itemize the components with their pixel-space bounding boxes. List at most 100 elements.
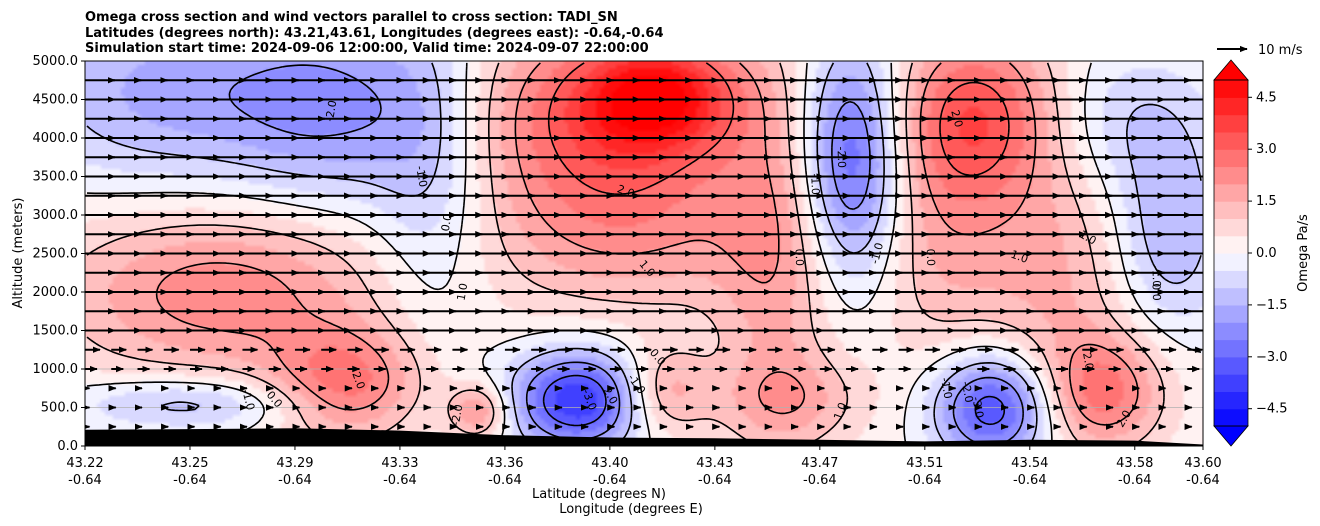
y-tick-label: 1500.0 bbox=[33, 324, 79, 339]
contour-label: 1.0 bbox=[1009, 248, 1030, 266]
y-tick-label: 2000.0 bbox=[33, 285, 79, 300]
x-tick-label-lon: -0.64 bbox=[908, 473, 942, 488]
colorbar-segment bbox=[1214, 408, 1248, 427]
x-tick-label-lat: 43.36 bbox=[486, 456, 523, 471]
contour-label: -1.0 bbox=[413, 165, 430, 188]
colorbar-segment bbox=[1214, 80, 1248, 98]
contour-label: -2.0 bbox=[449, 403, 466, 426]
colorbar-extend-min bbox=[1213, 425, 1249, 447]
contour-line bbox=[547, 62, 1010, 195]
x-tick-label-lat: 43.54 bbox=[1011, 456, 1048, 471]
colorbar-segment bbox=[1214, 97, 1248, 116]
colorbar-tick-label: −4.5 bbox=[1256, 402, 1288, 417]
colorbar-segment bbox=[1214, 131, 1248, 150]
x-tick-label-lat: 43.25 bbox=[171, 456, 208, 471]
colorbar-ticks: −4.5 −3.0 −1.5 0.0 1.5 3.0 4.5 bbox=[1248, 90, 1288, 417]
x-axis-label-longitude: Longitude (degrees E) bbox=[559, 502, 703, 517]
y-axis-label: Altitude (meters) bbox=[11, 198, 26, 309]
wind-vectors bbox=[85, 77, 1203, 430]
contour-label: 1.0 bbox=[455, 282, 471, 301]
colorbar-extend-max bbox=[1213, 59, 1249, 81]
colorbar-tick-label: 4.5 bbox=[1256, 90, 1277, 105]
x-axis-label-latitude: Latitude (degrees N) bbox=[532, 487, 666, 502]
contour-label: -1.0 bbox=[808, 173, 822, 195]
contour-line bbox=[542, 374, 1006, 427]
y-tick-label: 3500.0 bbox=[33, 170, 79, 185]
colorbar-label: Omega Pa/s bbox=[1296, 214, 1311, 292]
contour-label: -1.0 bbox=[239, 388, 257, 412]
contour-label: 0.0 bbox=[1149, 283, 1163, 301]
x-tick-label-lon: -0.64 bbox=[803, 473, 837, 488]
chart-title-line-3: Simulation start time: 2024-09-06 12:00:… bbox=[85, 41, 649, 56]
x-tick-label-lon: -0.64 bbox=[1186, 473, 1220, 488]
contour-label: 2.0 bbox=[615, 182, 636, 200]
colorbar-segment bbox=[1214, 322, 1248, 341]
x-tick-label-lat: 43.58 bbox=[1116, 456, 1153, 471]
plot-area: -2.0-1.00.01.02.01.00.0-1.02.0-3.0-2.02.… bbox=[85, 61, 1203, 446]
colorbar-segment bbox=[1214, 356, 1248, 375]
x-tick-label-lat: 43.29 bbox=[276, 456, 313, 471]
colorbar-segment bbox=[1214, 339, 1248, 358]
y-tick-label: 4000.0 bbox=[33, 131, 79, 146]
contour-label: 2.0 bbox=[948, 108, 965, 128]
y-tick-label: 3000.0 bbox=[33, 208, 79, 223]
contour-label: 0.0 bbox=[439, 213, 455, 232]
x-tick-label-lon: -0.64 bbox=[383, 473, 417, 488]
contour-label: -1.0 bbox=[1149, 266, 1163, 288]
y-tick-label: 0.0 bbox=[57, 439, 78, 454]
contour-label: 1.0 bbox=[831, 401, 849, 422]
y-tick-label: 2500.0 bbox=[33, 247, 79, 262]
colorbar-tick-label: 1.5 bbox=[1256, 194, 1277, 209]
contour-label: -2.0 bbox=[959, 380, 976, 403]
colorbar-segment bbox=[1214, 149, 1248, 168]
y-tick-label: 500.0 bbox=[41, 401, 78, 416]
x-tick-label-lat: 43.60 bbox=[1184, 456, 1221, 471]
y-axis-ticks: 0.0 500.0 1000.0 1500.0 2000.0 2500.0 3000.0 35… bbox=[33, 54, 85, 454]
chart-title-line-1: Omega cross section and wind vectors par… bbox=[85, 10, 618, 25]
colorbar-tick-label: 0.0 bbox=[1256, 246, 1277, 261]
contour-label: -3.0 bbox=[970, 396, 987, 419]
colorbar bbox=[1213, 59, 1249, 447]
x-tick-label-lat: 43.22 bbox=[66, 456, 103, 471]
colorbar-segment bbox=[1214, 218, 1248, 237]
x-tick-label-lon: -0.64 bbox=[173, 473, 207, 488]
contour-label: 2.0 bbox=[349, 370, 367, 391]
x-tick-label-lon: -0.64 bbox=[593, 473, 627, 488]
x-tick-label-lat: 43.43 bbox=[696, 456, 733, 471]
colorbar-segment bbox=[1214, 183, 1248, 202]
x-tick-label-lon: -0.64 bbox=[1013, 473, 1047, 488]
chart-title-line-2: Latitudes (degrees north): 43.21,43.61, … bbox=[85, 26, 664, 41]
x-tick-label-lon: -0.64 bbox=[1118, 473, 1152, 488]
colorbar-segment bbox=[1214, 166, 1248, 185]
contour-label: 0.0 bbox=[793, 248, 807, 266]
contour-label: -2.0 bbox=[323, 99, 340, 122]
colorbar-segment bbox=[1214, 391, 1248, 410]
colorbar-segment bbox=[1214, 270, 1248, 289]
x-tick-label-lat: 43.40 bbox=[591, 456, 628, 471]
omega-contour-lines bbox=[86, 62, 1202, 445]
x-tick-label-lon: -0.64 bbox=[278, 473, 312, 488]
y-tick-label: 1000.0 bbox=[33, 362, 79, 377]
contour-label: -2.0 bbox=[834, 146, 848, 168]
contour-label: -1.0 bbox=[938, 376, 955, 399]
colorbar-tick-label: 3.0 bbox=[1256, 142, 1277, 157]
colorbar-tick-label: −1.5 bbox=[1256, 298, 1288, 313]
colorbar-tick-label: −3.0 bbox=[1256, 350, 1288, 365]
colorbar-segment bbox=[1214, 253, 1248, 271]
colorbar-segment bbox=[1214, 374, 1248, 392]
colorbar-segment bbox=[1214, 287, 1248, 306]
contour-label: 2.0 bbox=[1080, 351, 1096, 370]
x-tick-label-lon: -0.64 bbox=[698, 473, 732, 488]
x-tick-label-lat: 43.33 bbox=[381, 456, 418, 471]
x-axis-ticks: 43.22 -0.64 43.25 -0.64 43.29 -0.64 43.33 -0.64… bbox=[66, 446, 1222, 488]
x-tick-label-lat: 43.51 bbox=[906, 456, 943, 471]
y-tick-label: 4500.0 bbox=[33, 93, 79, 108]
contour-label: -1.0 bbox=[868, 241, 886, 265]
contour-label: 0.0 bbox=[924, 248, 938, 266]
colorbar-segment bbox=[1214, 114, 1248, 133]
quiver-key-label: 10 m/s bbox=[1258, 43, 1303, 58]
x-tick-label-lon: -0.64 bbox=[488, 473, 522, 488]
x-tick-label-lon: -0.64 bbox=[68, 473, 102, 488]
y-tick-label: 5000.0 bbox=[33, 54, 79, 69]
